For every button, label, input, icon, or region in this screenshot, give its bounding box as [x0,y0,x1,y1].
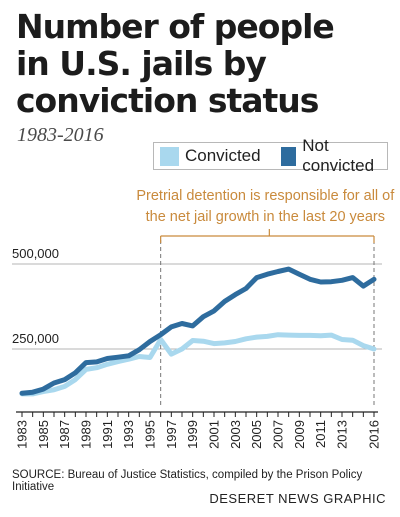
x-tick-label-1997: 1997 [164,420,179,449]
x-tick-label-2013: 2013 [335,420,350,449]
legend-item-not-convicted: Not convicted [275,136,387,176]
y-tick-label-1: 500,000 [12,246,59,261]
credit: DESERET NEWS GRAPHIC [209,491,386,506]
x-tick-label-2005: 2005 [249,420,264,449]
x-tick-label-2016: 2016 [367,420,382,449]
title-line-1: Number of people [16,7,335,46]
legend: Convicted Not convicted [153,136,388,175]
legend-swatch-not-convicted [280,146,297,166]
x-tick-label-1987: 1987 [57,420,72,449]
legend-item-convicted: Convicted [154,146,261,166]
series-line-convicted [19,332,377,397]
y-tick-label-0: 250,000 [12,331,59,346]
series-line-not-convicted [19,266,377,396]
legend-label-convicted: Convicted [185,146,261,165]
x-tick-label-2009: 2009 [292,420,307,449]
annotation-text-2: the net jail growth in the last 20 years [146,209,385,225]
x-tick-label-1989: 1989 [79,420,94,449]
chart-subtitle: 1983-2016 [17,124,104,146]
x-tick-label-1999: 1999 [185,420,200,449]
annotation-text-1: Pretrial detention is responsible for al… [136,188,395,204]
title-line-2: in U.S. jails by [16,44,267,83]
legend-label-not-convicted: Not convicted [302,136,375,175]
title-line-3: conviction status [16,81,319,120]
legend-swatch-convicted [160,146,179,166]
x-tick-label-1995: 1995 [143,420,158,449]
x-tick-label-2007: 2007 [271,420,286,449]
source-note: SOURCE: Bureau of Justice Statistics, co… [12,469,363,493]
chart-title: Number of people in U.S. jails by convic… [16,8,388,119]
x-tick-label-2011: 2011 [313,420,328,448]
x-tick-label-1991: 1991 [100,420,115,449]
x-tick-label-1983: 1983 [15,420,30,449]
x-tick-label-2001: 2001 [207,420,222,449]
x-tick-label-1985: 1985 [36,420,51,449]
x-tick-label-1993: 1993 [121,420,136,449]
x-tick-label-2003: 2003 [228,420,243,449]
